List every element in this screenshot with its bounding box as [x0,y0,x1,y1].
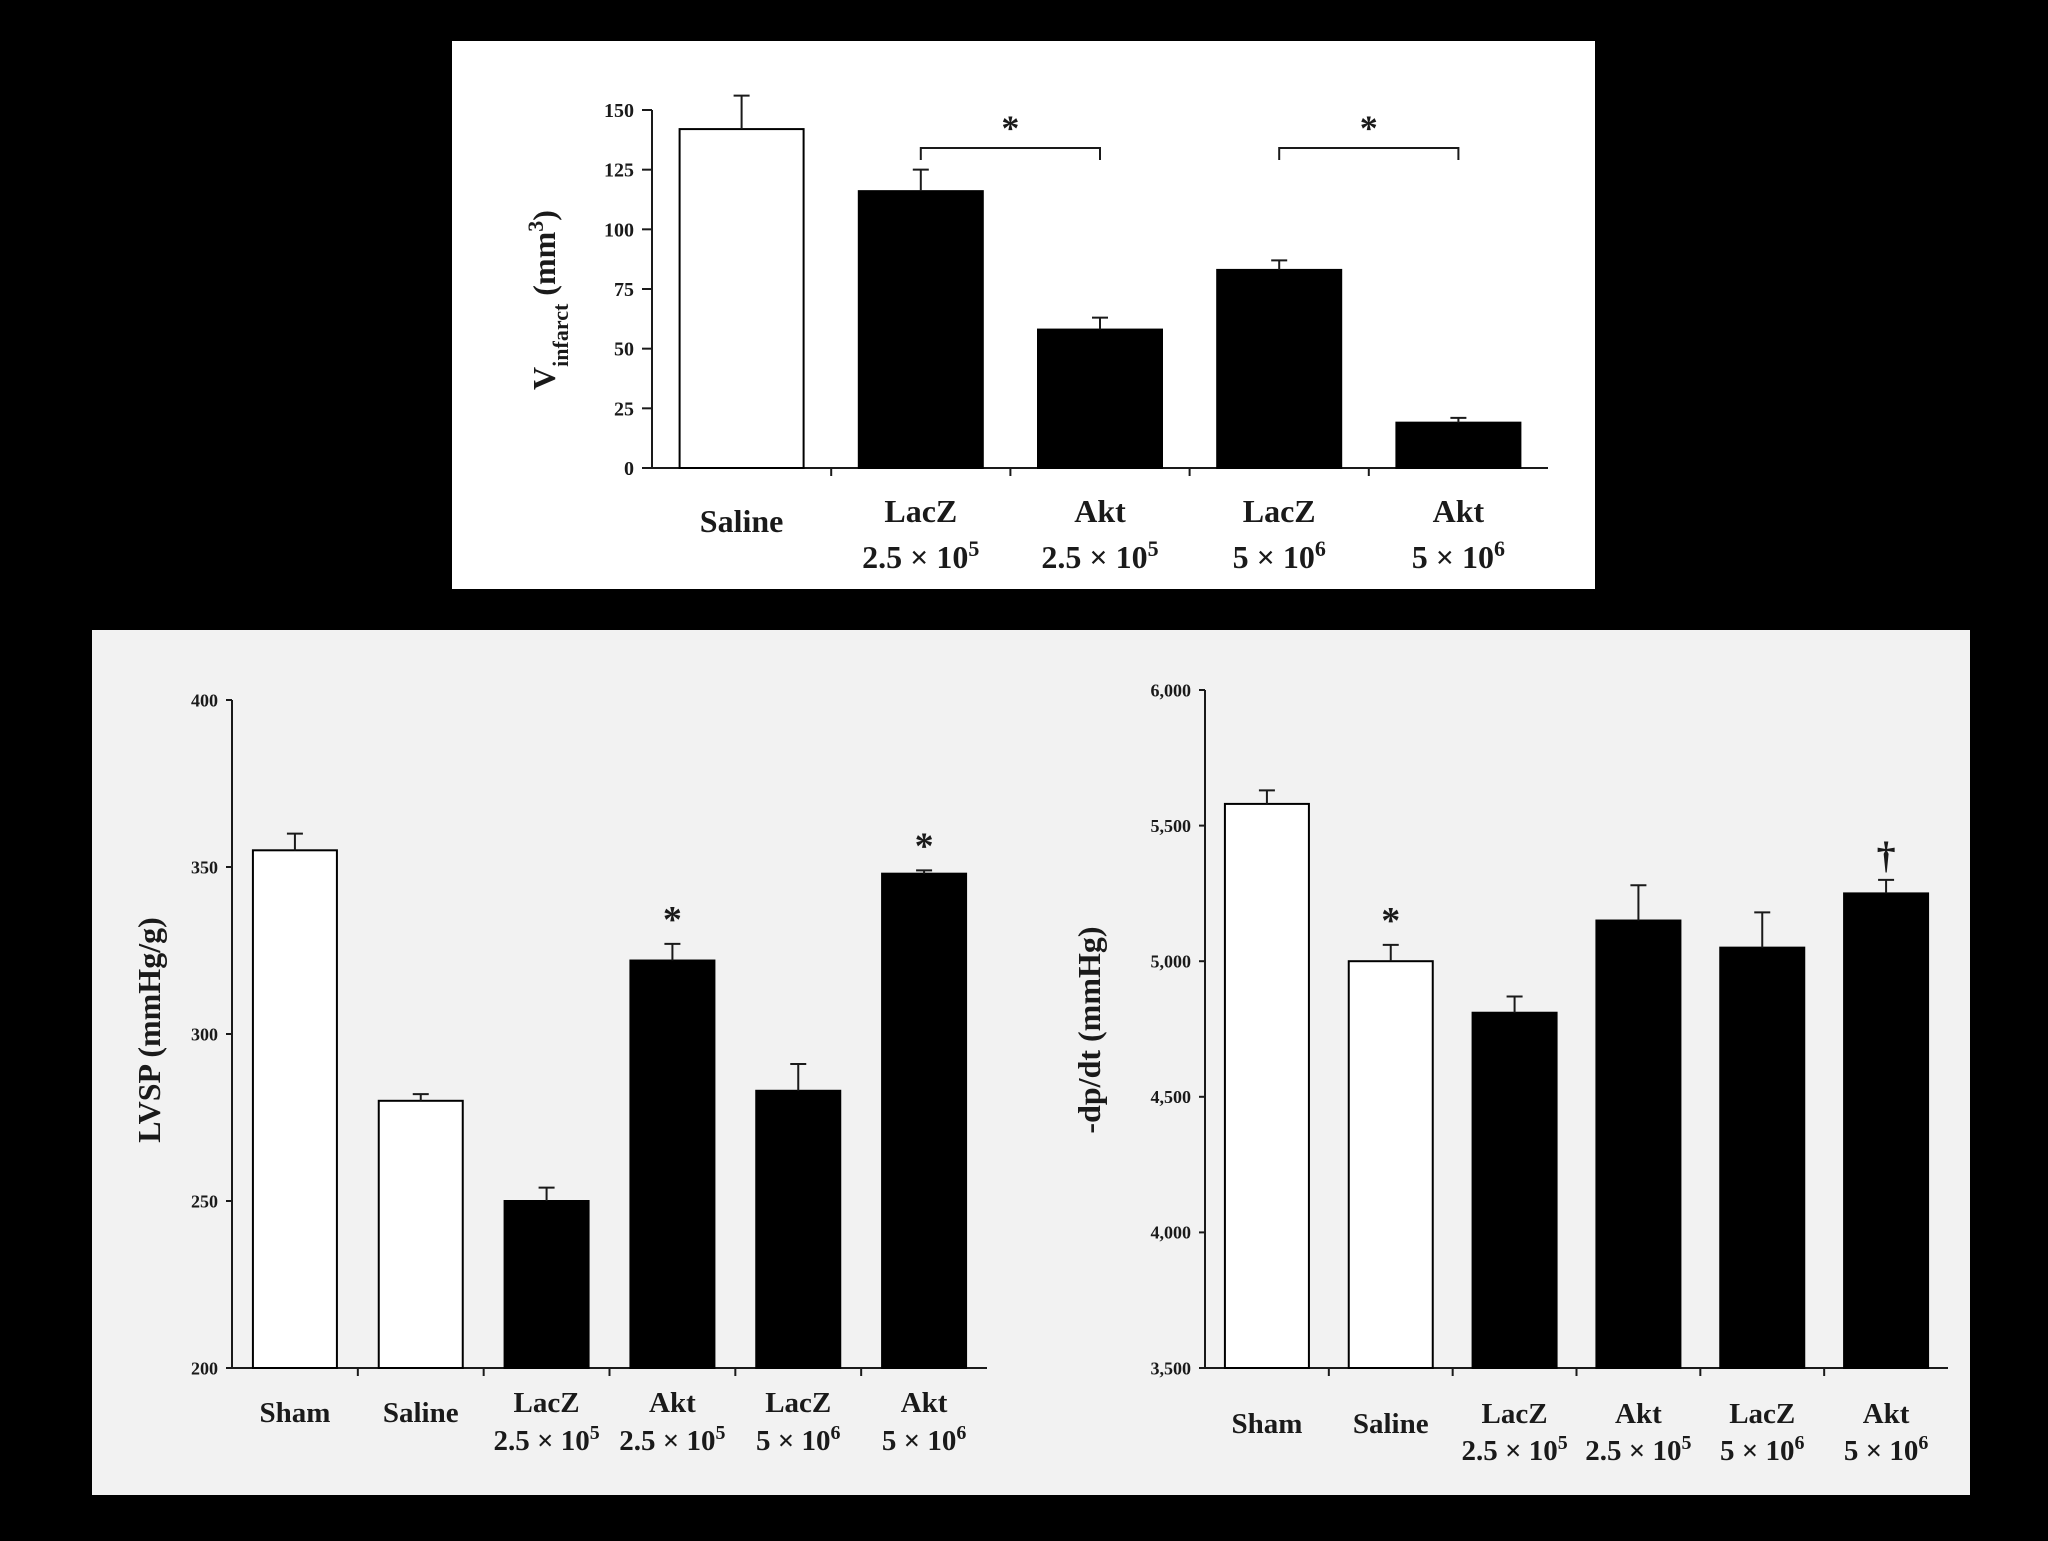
significance-marker: * [1381,900,1400,942]
category-label-dose: 5 × 106 [1720,1432,1805,1467]
category-label-dose: 2.5 × 105 [1585,1432,1691,1467]
y-tick-label: 250 [191,1191,218,1211]
category-label: LacZ [1243,493,1316,529]
bottom-panel-background [92,630,1970,1495]
dpdt-chart: 3,500 4,000 4,500 5,000 5,500 6,000 Sham * Salin… [1071,680,1948,1467]
infarct-volume-chart: 0 25 50 75 100 125 150 Saline LacZ 2.5 × 105 Akt 2.… [523,94,1548,576]
category-label: Saline [383,1397,459,1429]
y-tick-label: 50 [614,339,634,361]
category-label: Akt [1433,493,1485,529]
category-label-dose: 2.5 × 105 [1041,536,1158,576]
y-tick-label: 5,500 [1151,816,1192,836]
category-label: LacZ [514,1387,580,1419]
category-label-dose: 5 × 106 [1233,536,1326,576]
bar [881,872,968,1369]
significance-bracket [919,147,1101,160]
bar [1223,802,1310,1369]
category-label-dose: 5 × 106 [756,1422,841,1457]
bar [1719,946,1806,1369]
category-label: LacZ [884,493,957,529]
y-axis-label: LVSP (mmHg/g) [131,917,167,1143]
y-tick-label: 5,000 [1151,952,1192,972]
bar [755,1089,842,1370]
significance-marker: * [663,899,682,941]
bar [1216,268,1343,470]
bar [1471,1011,1558,1370]
category-label: Akt [901,1387,948,1419]
category-label: Akt [1074,493,1126,529]
bar [1395,421,1522,469]
category-label: Akt [649,1387,696,1419]
significance-bracket [1278,147,1460,160]
category-label-dose: 2.5 × 105 [1461,1432,1567,1467]
category-label-dose: 5 × 106 [1844,1432,1929,1467]
top-panel-background [452,41,1595,589]
bar [678,128,805,470]
y-tick-label: 75 [614,279,634,301]
category-label: Akt [1615,1398,1662,1430]
y-axis-label: -dp/dt (mmHg) [1071,926,1107,1133]
y-tick-label: 25 [614,398,634,420]
category-label: Sham [259,1397,330,1429]
category-label: Sham [1231,1408,1302,1440]
bar [629,959,716,1370]
category-label-dose: 5 × 106 [882,1422,967,1457]
y-tick-label: 4,000 [1151,1223,1192,1243]
significance-marker: * [1360,108,1378,148]
bar [1347,960,1434,1369]
bar [1843,892,1930,1370]
category-label: LacZ [765,1387,831,1419]
category-label: Akt [1863,1398,1910,1430]
y-tick-label: 350 [191,857,218,877]
y-tick-label: 400 [191,690,218,710]
category-label: LacZ [1482,1398,1548,1430]
y-tick-label: 100 [604,219,634,241]
category-label-dose: 2.5 × 105 [862,536,979,576]
bar [503,1200,590,1369]
category-label: LacZ [1729,1398,1795,1430]
y-tick-label: 150 [604,100,634,122]
bar [857,190,984,469]
y-tick-label: 3,500 [1151,1358,1192,1378]
category-label-dose: 5 × 106 [1412,536,1505,576]
y-tick-label: 200 [191,1358,218,1378]
bar [251,849,338,1369]
bar [377,1099,464,1370]
y-tick-label: 6,000 [1151,680,1192,700]
y-tick-label: 4,500 [1151,1087,1192,1107]
y-tick-label: 0 [624,458,634,480]
category-label: Saline [700,503,784,539]
y-tick-label: 300 [191,1024,218,1044]
category-label-dose: 2.5 × 105 [619,1422,725,1457]
category-label: Saline [1353,1408,1429,1440]
y-tick-label: 125 [604,160,634,182]
bar [1595,919,1682,1370]
bar [1037,328,1163,469]
significance-marker: * [1001,108,1019,148]
significance-marker: † [1877,835,1896,877]
category-label-dose: 2.5 × 105 [493,1422,599,1457]
significance-marker: * [915,825,934,867]
